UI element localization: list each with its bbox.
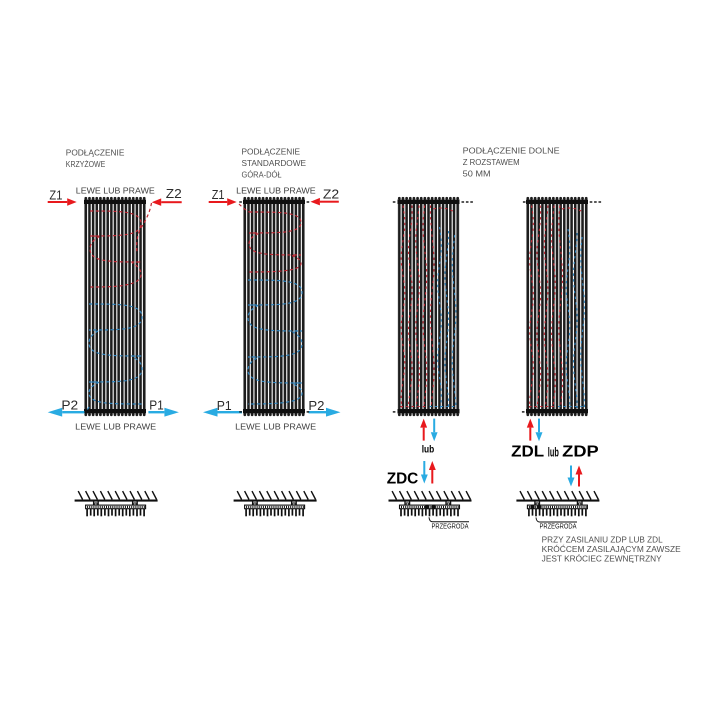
svg-text:LEWE LUB PRAWE: LEWE LUB PRAWE <box>235 422 316 431</box>
svg-text:lub: lub <box>422 445 435 456</box>
svg-text:P1: P1 <box>149 399 164 413</box>
svg-text:Z1: Z1 <box>212 187 225 202</box>
svg-text:PRZEGRODA: PRZEGRODA <box>432 521 470 530</box>
svg-text:LEWE LUB PRAWE: LEWE LUB PRAWE <box>76 187 155 196</box>
svg-text:STANDARDOWE: STANDARDOWE <box>242 159 307 168</box>
svg-text:Z2: Z2 <box>323 186 339 201</box>
svg-text:P2: P2 <box>61 399 78 413</box>
svg-text:Z ROZSTAWEM: Z ROZSTAWEM <box>463 158 520 167</box>
svg-text:P2: P2 <box>308 399 324 413</box>
svg-text:PODŁĄCZENIE DOLNE: PODŁĄCZENIE DOLNE <box>463 147 560 156</box>
svg-text:KRÓĆCEM ZASILAJĄCYM ZAWSZE: KRÓĆCEM ZASILAJĄCYM ZAWSZE <box>542 545 681 554</box>
svg-text:ZDP: ZDP <box>562 443 599 460</box>
svg-text:LEWE LUB PRAWE: LEWE LUB PRAWE <box>236 187 316 196</box>
svg-text:Z1: Z1 <box>49 187 62 202</box>
svg-text:PRZEGRODA: PRZEGRODA <box>540 522 578 531</box>
svg-text:LEWE LUB PRAWE: LEWE LUB PRAWE <box>75 422 156 431</box>
svg-text:PRZY ZASILANIU ZDP LUB ZDL: PRZY ZASILANIU ZDP LUB ZDL <box>542 535 664 544</box>
svg-text:PODŁĄCZENIE: PODŁĄCZENIE <box>242 148 301 157</box>
svg-text:ZDL: ZDL <box>511 443 544 460</box>
svg-text:P1: P1 <box>217 399 232 413</box>
svg-text:JEST KRÓCIEC ZEWNĘTRZNY: JEST KRÓCIEC ZEWNĘTRZNY <box>542 555 663 564</box>
svg-text:50 MM: 50 MM <box>463 169 491 178</box>
svg-text:GÓRA-DÓŁ: GÓRA-DÓŁ <box>242 171 283 180</box>
svg-text:Z2: Z2 <box>166 186 182 201</box>
svg-text:KRZYŻOWE: KRZYŻOWE <box>66 160 106 169</box>
svg-text:ZDC: ZDC <box>387 470 419 487</box>
svg-text:lub: lub <box>548 445 559 459</box>
svg-text:PODŁĄCZENIE: PODŁĄCZENIE <box>66 148 125 157</box>
